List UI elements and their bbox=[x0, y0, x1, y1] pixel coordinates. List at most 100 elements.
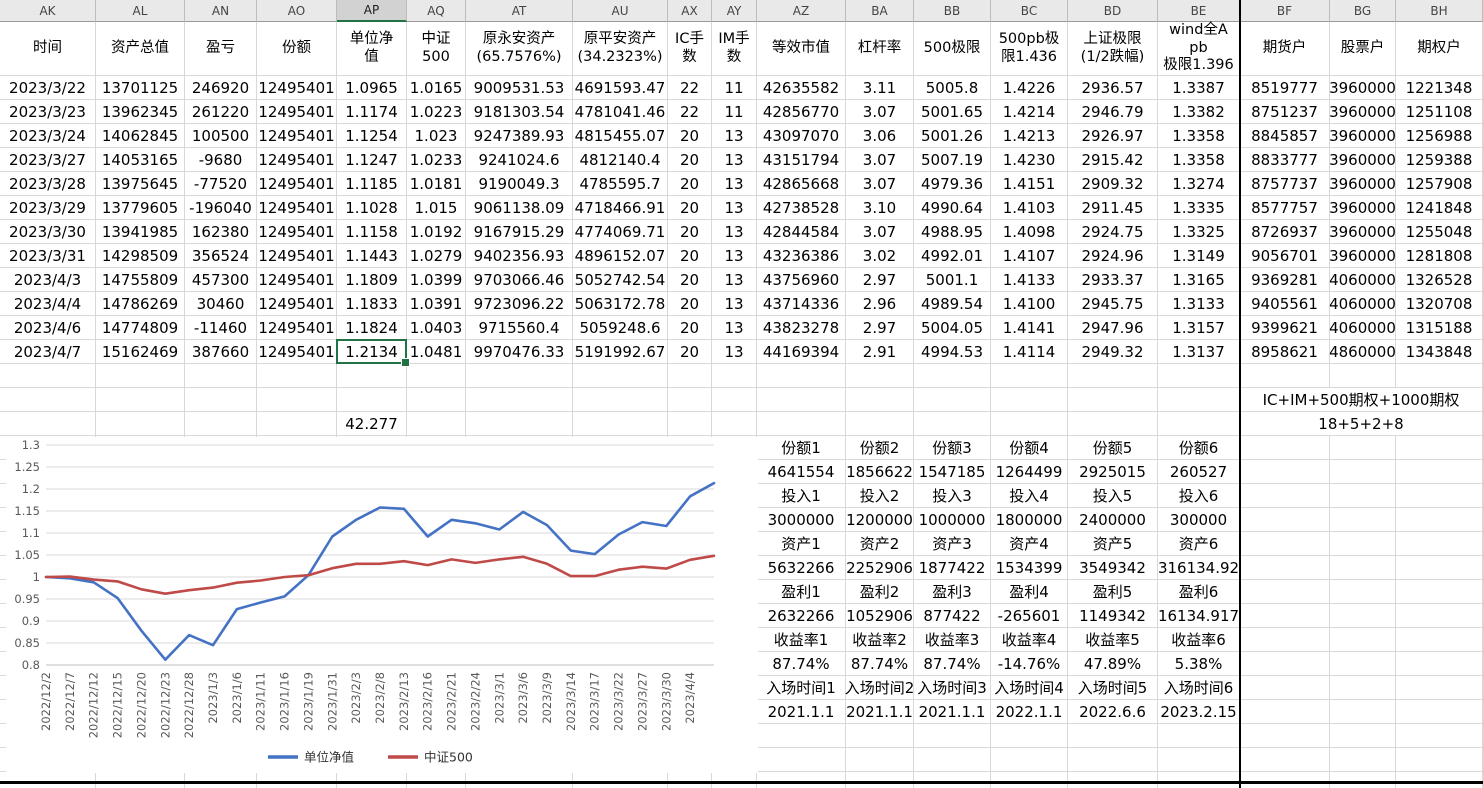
column-header-AO[interactable]: 份额 bbox=[257, 22, 337, 76]
positions-cell[interactable]: 份额1 bbox=[757, 436, 846, 460]
cell-BG-2[interactable]: 3960000 bbox=[1329, 124, 1396, 148]
cell-BF-1[interactable]: 8751237 bbox=[1240, 100, 1330, 124]
empty-cell[interactable] bbox=[1330, 460, 1396, 484]
positions-cell[interactable]: 投入5 bbox=[1068, 484, 1158, 508]
empty-cell[interactable] bbox=[185, 388, 257, 412]
cell-BA-9[interactable]: 2.96 bbox=[846, 292, 914, 316]
cell-AT-3[interactable]: 9241024.6 bbox=[466, 148, 573, 172]
empty-cell[interactable] bbox=[1158, 772, 1240, 788]
cell-AT-8[interactable]: 9703066.46 bbox=[466, 268, 573, 292]
cell-BC-0[interactable]: 1.4226 bbox=[991, 76, 1068, 100]
empty-cell[interactable] bbox=[1240, 508, 1330, 532]
positions-cell[interactable]: 1547185 bbox=[914, 460, 991, 484]
cell-BA-5[interactable]: 3.10 bbox=[846, 196, 914, 220]
cell-AL-6[interactable]: 13941985 bbox=[96, 220, 185, 244]
empty-cell[interactable] bbox=[757, 724, 846, 748]
cell-AT-5[interactable]: 9061138.09 bbox=[466, 196, 573, 220]
column-letter-BF[interactable]: BF bbox=[1240, 0, 1330, 22]
cell-AO-8[interactable]: 12495401 bbox=[257, 268, 337, 292]
column-letter-AT[interactable]: AT bbox=[466, 0, 573, 22]
empty-cell[interactable] bbox=[846, 772, 914, 788]
cell-AU-8[interactable]: 5052742.54 bbox=[573, 268, 668, 292]
cell-BB-5[interactable]: 4990.64 bbox=[914, 196, 991, 220]
column-header-BB[interactable]: 500极限 bbox=[914, 22, 991, 76]
positions-cell[interactable]: 2023.2.15 bbox=[1158, 700, 1240, 724]
cell-AQ-10[interactable]: 1.0403 bbox=[407, 316, 466, 340]
cell-AO-10[interactable]: 12495401 bbox=[257, 316, 337, 340]
empty-cell[interactable] bbox=[1396, 532, 1483, 556]
cell-BD-1[interactable]: 2946.79 bbox=[1068, 100, 1158, 124]
cell-BH-4[interactable]: 1257908 bbox=[1396, 172, 1483, 196]
cell-AK-11[interactable]: 2023/4/7 bbox=[0, 340, 96, 364]
empty-cell[interactable] bbox=[1240, 436, 1330, 460]
cell-BC-2[interactable]: 1.4213 bbox=[991, 124, 1068, 148]
cell-AZ-3[interactable]: 43151794 bbox=[757, 148, 846, 172]
empty-cell[interactable] bbox=[1068, 772, 1158, 788]
cell-AZ-10[interactable]: 43823278 bbox=[757, 316, 846, 340]
cell-BG-11[interactable]: 4860000 bbox=[1329, 340, 1396, 364]
cell-AY-4[interactable]: 13 bbox=[712, 172, 757, 196]
empty-cell[interactable] bbox=[914, 748, 991, 772]
cell-AX-0[interactable]: 22 bbox=[668, 76, 712, 100]
cell-AO-3[interactable]: 12495401 bbox=[257, 148, 337, 172]
cell-BG-3[interactable]: 3960000 bbox=[1329, 148, 1396, 172]
cell-BC-10[interactable]: 1.4141 bbox=[991, 316, 1068, 340]
empty-cell[interactable] bbox=[0, 412, 96, 436]
column-header-AT[interactable]: 原永安资产 (65.7576%) bbox=[466, 22, 573, 76]
cell-AK-4[interactable]: 2023/3/28 bbox=[0, 172, 96, 196]
positions-cell[interactable]: 投入2 bbox=[846, 484, 914, 508]
column-header-BC[interactable]: 500pb极 限1.436 bbox=[991, 22, 1068, 76]
empty-cell[interactable] bbox=[573, 772, 668, 788]
cell-AL-9[interactable]: 14786269 bbox=[96, 292, 185, 316]
column-header-AP[interactable]: 单位净 值 bbox=[337, 22, 407, 76]
cell-AU-5[interactable]: 4718466.91 bbox=[573, 196, 668, 220]
cell-AQ-3[interactable]: 1.0233 bbox=[407, 148, 466, 172]
column-header-BH[interactable]: 期权户 bbox=[1396, 22, 1483, 76]
empty-cell[interactable] bbox=[1396, 436, 1483, 460]
cell-AQ-0[interactable]: 1.0165 bbox=[407, 76, 466, 100]
positions-cell[interactable]: 份额6 bbox=[1158, 436, 1240, 460]
empty-cell[interactable] bbox=[1396, 628, 1483, 652]
empty-cell[interactable] bbox=[1158, 364, 1240, 388]
empty-cell[interactable] bbox=[1330, 700, 1396, 724]
cell-AL-5[interactable]: 13779605 bbox=[96, 196, 185, 220]
empty-cell[interactable] bbox=[337, 388, 407, 412]
cell-AQ-7[interactable]: 1.0279 bbox=[407, 244, 466, 268]
empty-cell[interactable] bbox=[1330, 628, 1396, 652]
cell-BD-7[interactable]: 2924.96 bbox=[1068, 244, 1158, 268]
cell-BF-4[interactable]: 8757737 bbox=[1240, 172, 1330, 196]
empty-cell[interactable] bbox=[1240, 748, 1330, 772]
column-header-AQ[interactable]: 中证 500 bbox=[407, 22, 466, 76]
empty-cell[interactable] bbox=[1240, 364, 1330, 388]
empty-cell[interactable] bbox=[337, 364, 407, 388]
cell-AO-6[interactable]: 12495401 bbox=[257, 220, 337, 244]
cell-AP-6[interactable]: 1.1158 bbox=[337, 220, 407, 244]
cell-AY-0[interactable]: 11 bbox=[712, 76, 757, 100]
cell-BG-6[interactable]: 3960000 bbox=[1329, 220, 1396, 244]
column-letter-AO[interactable]: AO bbox=[257, 0, 337, 22]
positions-cell[interactable]: 47.89% bbox=[1068, 652, 1158, 676]
empty-cell[interactable] bbox=[185, 412, 257, 436]
cell-AK-9[interactable]: 2023/4/4 bbox=[0, 292, 96, 316]
column-header-BF[interactable]: 期货户 bbox=[1240, 22, 1330, 76]
cell-AU-3[interactable]: 4812140.4 bbox=[573, 148, 668, 172]
empty-cell[interactable] bbox=[1330, 532, 1396, 556]
cell-AK-0[interactable]: 2023/3/22 bbox=[0, 76, 96, 100]
positions-cell[interactable]: 盈利4 bbox=[991, 580, 1068, 604]
cell-AZ-8[interactable]: 43756960 bbox=[757, 268, 846, 292]
column-letter-BB[interactable]: BB bbox=[914, 0, 991, 22]
empty-cell[interactable] bbox=[257, 364, 337, 388]
cell-BG-7[interactable]: 3960000 bbox=[1329, 244, 1396, 268]
empty-cell[interactable] bbox=[337, 772, 407, 788]
cell-AT-10[interactable]: 9715560.4 bbox=[466, 316, 573, 340]
cell-BD-6[interactable]: 2924.75 bbox=[1068, 220, 1158, 244]
empty-cell[interactable] bbox=[914, 388, 991, 412]
cell-BF-5[interactable]: 8577757 bbox=[1240, 196, 1330, 220]
cell-AL-0[interactable]: 13701125 bbox=[96, 76, 185, 100]
cell-AK-8[interactable]: 2023/4/3 bbox=[0, 268, 96, 292]
cell-BD-3[interactable]: 2915.42 bbox=[1068, 148, 1158, 172]
cell-BA-3[interactable]: 3.07 bbox=[846, 148, 914, 172]
cell-AX-7[interactable]: 20 bbox=[668, 244, 712, 268]
cell-AU-1[interactable]: 4781041.46 bbox=[573, 100, 668, 124]
cell-BC-1[interactable]: 1.4214 bbox=[991, 100, 1068, 124]
